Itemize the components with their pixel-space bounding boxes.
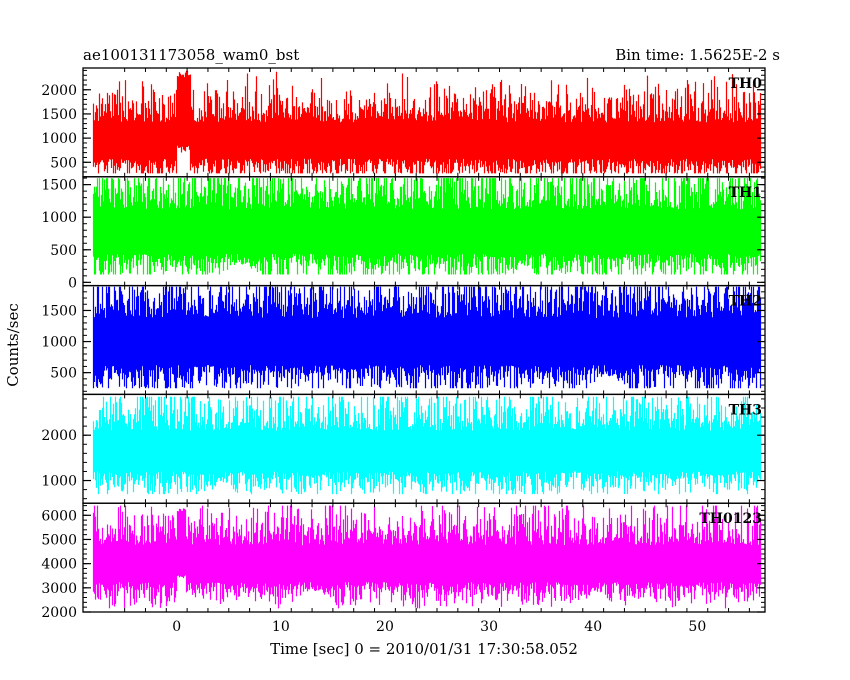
y-tick-label: 500 [50, 366, 77, 382]
panel-label: TH2 [729, 294, 762, 310]
series-th3 [92, 396, 762, 495]
x-tick-label: 30 [480, 619, 498, 635]
y-tick-label: 1500 [41, 178, 77, 194]
y-axis-label: Counts/sec [4, 303, 22, 387]
panel-label: TH0 [729, 76, 763, 92]
panel-frame [82, 502, 766, 613]
y-tick-label: 3000 [41, 581, 77, 597]
panel-label: TH1 [729, 185, 762, 201]
panel-label: TH0123 [699, 511, 762, 527]
series-th1 [92, 178, 762, 275]
panel-th2: 500 1000 1500 TH2 [41, 284, 766, 396]
chart-title: ae100131173058_wam0_bst [83, 46, 299, 64]
x-tick-label: 40 [584, 619, 602, 635]
y-tick-label: 5000 [41, 532, 77, 548]
panel-th0123: 2000 3000 4000 5000 6000 TH0123 [41, 502, 766, 621]
series-th0123 [92, 505, 762, 609]
x-axis-label: Time [sec] 0 = 2010/01/31 17:30:58.052 [270, 640, 578, 658]
y-tick-label: 1000 [41, 335, 77, 351]
x-tick-label: 50 [688, 619, 706, 635]
x-tick-label: 0 [172, 619, 181, 635]
x-tick-label: 20 [376, 619, 394, 635]
panel-label: TH3 [729, 402, 762, 418]
y-tick-label: 500 [50, 155, 77, 171]
series-th2 [92, 286, 762, 389]
y-tick-label: 2000 [41, 83, 77, 99]
y-tick-label: 1000 [41, 474, 77, 490]
y-tick-label: 1500 [41, 303, 77, 319]
y-tick-label: 6000 [41, 508, 77, 524]
bin-time-label: Bin time: 1.5625E-2 s [615, 46, 780, 64]
y-tick-label: 500 [50, 243, 77, 259]
y-tick-label: 0 [68, 275, 77, 291]
panel-th0: 500 1000 1500 2000 TH0 [41, 67, 766, 178]
y-tick-label: 4000 [41, 557, 77, 573]
y-tick-label: 2000 [41, 605, 77, 621]
panel-th1: 0 500 1000 1500 TH1 [41, 176, 766, 291]
series-th0 [92, 70, 762, 174]
y-tick-label: 1000 [41, 131, 77, 147]
x-tick-label: 10 [272, 619, 290, 635]
y-tick-label: 1500 [41, 107, 77, 123]
panel-th3: 1000 2000 TH3 [41, 393, 766, 504]
y-tick-label: 1000 [41, 210, 77, 226]
y-tick-label: 2000 [41, 428, 77, 444]
